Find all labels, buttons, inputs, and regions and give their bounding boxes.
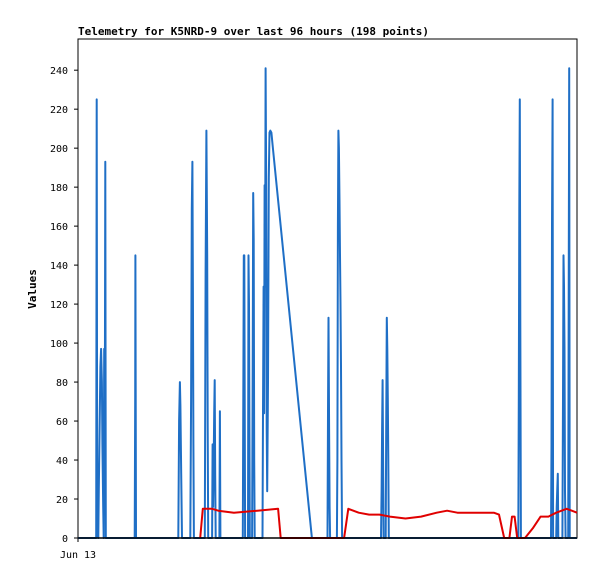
- y-tick-label: 20: [56, 495, 68, 506]
- y-tick-label: 220: [50, 105, 68, 116]
- x-tick-label: Jun 13: [60, 550, 96, 561]
- y-tick-label: 180: [50, 183, 68, 194]
- y-tick-label: 240: [50, 66, 68, 77]
- y-tick-label: 60: [56, 417, 68, 428]
- y-tick-label: 160: [50, 222, 68, 233]
- y-tick-label: 120: [50, 300, 68, 311]
- y-tick-label: 40: [56, 456, 68, 467]
- chart-title: Telemetry for K5NRD-9 over last 96 hours…: [78, 25, 429, 38]
- y-tick-label: 140: [50, 261, 68, 272]
- series-line-2: [199, 507, 578, 539]
- y-tick-label: 100: [50, 339, 68, 350]
- y-axis-label: Values: [26, 269, 39, 309]
- y-axis: 0 20 40 60 80 100 120 140 160 180 200 220 240: [50, 66, 78, 545]
- series-layer: [78, 67, 578, 539]
- y-tick-label: 80: [56, 378, 68, 389]
- y-tick-label: 0: [62, 534, 68, 545]
- series-line-1: [78, 67, 577, 539]
- y-tick-label: 200: [50, 144, 68, 155]
